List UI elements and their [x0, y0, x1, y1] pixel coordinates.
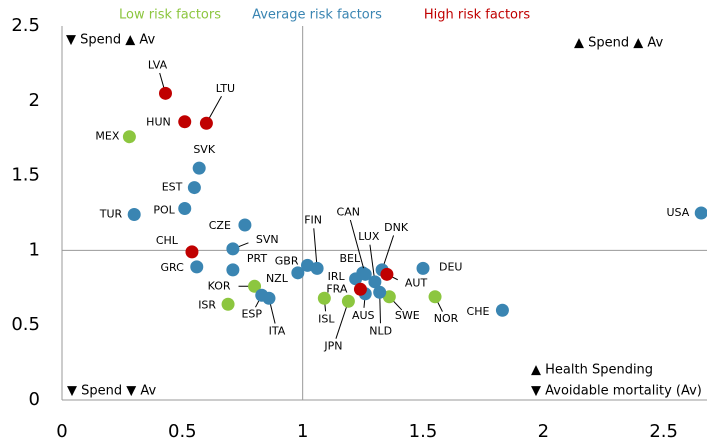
- point-label: DNK: [384, 221, 409, 234]
- point: [190, 260, 204, 274]
- y-tick-label: 0: [29, 389, 40, 410]
- leader-line: [313, 228, 318, 269]
- x-tick-label: 0: [56, 421, 67, 442]
- leader-line: [349, 219, 366, 275]
- point-label: FIN: [304, 213, 322, 226]
- point-label: ISL: [318, 312, 335, 325]
- point: [185, 245, 199, 259]
- point-label: SWE: [395, 309, 420, 322]
- legend-entry: Average risk factors: [252, 8, 382, 23]
- point: [694, 206, 707, 220]
- point-label: NOR: [434, 312, 459, 325]
- point-label: LUX: [358, 230, 380, 243]
- point-label: USA: [666, 206, 689, 219]
- y-tick-label: 1.5: [11, 165, 40, 186]
- point: [221, 297, 235, 311]
- y-tick-label: 1: [29, 239, 40, 260]
- point-label: ITA: [269, 324, 286, 337]
- annotation: ▼ Spend ▲ Av: [66, 33, 156, 48]
- point-label: CHL: [156, 234, 179, 247]
- y-tick-label: 2: [29, 90, 40, 111]
- legend-entry: High risk factors: [424, 8, 530, 23]
- point: [262, 291, 276, 305]
- y-tick-label: 0.5: [11, 314, 40, 335]
- x-tick-label: 1: [297, 421, 308, 442]
- annotation: ▼ Avoidable mortality (Av): [531, 384, 702, 399]
- y-tick-label: 2.5: [11, 15, 40, 36]
- point-label: NLD: [369, 324, 392, 337]
- point-label: GRC: [160, 261, 184, 274]
- point: [127, 207, 141, 221]
- point: [368, 275, 382, 289]
- point: [178, 202, 192, 216]
- point: [310, 261, 324, 275]
- point-label: ISR: [198, 298, 216, 311]
- point-label: IRL: [328, 270, 346, 283]
- point-label: GBR: [275, 254, 299, 267]
- point: [495, 303, 509, 317]
- point: [226, 242, 240, 256]
- point-label: CAN: [337, 205, 360, 218]
- point-label: DEU: [439, 260, 462, 273]
- point-label: FRA: [326, 282, 348, 295]
- point: [416, 261, 430, 275]
- point-label: EST: [162, 181, 183, 194]
- annotation: ▼ Spend ▼ Av: [67, 384, 157, 399]
- leader-line: [335, 301, 349, 339]
- point-label: NZL: [266, 272, 289, 285]
- point-label: SVN: [256, 233, 279, 246]
- point: [380, 267, 394, 281]
- x-tick-label: 1.5: [409, 421, 438, 442]
- point: [226, 263, 240, 277]
- point: [158, 86, 172, 100]
- annotation: ▲ Health Spending: [531, 363, 653, 378]
- point: [341, 294, 355, 308]
- point-label: PRT: [247, 252, 267, 265]
- point: [291, 266, 305, 280]
- x-tick-label: 0.5: [168, 421, 197, 442]
- point: [238, 218, 252, 232]
- point: [353, 282, 367, 296]
- point-label: CHE: [467, 305, 490, 318]
- point: [428, 290, 442, 304]
- legend-entry: Low risk factors: [119, 8, 221, 23]
- point: [358, 267, 372, 281]
- point: [199, 116, 213, 130]
- point-label: MEX: [95, 130, 119, 143]
- point-label: BEL: [340, 252, 361, 265]
- x-tick-label: 2: [538, 421, 549, 442]
- point-label: SVK: [193, 143, 216, 156]
- point-label: JPN: [323, 339, 342, 352]
- point-label: TUR: [99, 207, 123, 220]
- point-label: HUN: [146, 116, 171, 129]
- point: [178, 115, 192, 129]
- point-label: POL: [153, 204, 175, 217]
- point: [122, 130, 136, 144]
- x-tick-label: 2.5: [649, 421, 678, 442]
- point-label: CZE: [209, 219, 231, 232]
- point-label: LVA: [148, 58, 168, 71]
- point-label: ESP: [241, 307, 262, 320]
- point: [248, 279, 262, 293]
- point-label: AUT: [405, 276, 428, 289]
- point-label: KOR: [208, 279, 231, 292]
- point: [192, 161, 206, 175]
- point-label: LTU: [216, 82, 235, 95]
- point: [373, 285, 387, 299]
- point: [187, 181, 201, 195]
- annotation: ▲ Spend ▲ Av: [574, 36, 664, 51]
- point-label: AUS: [352, 309, 375, 322]
- point: [317, 291, 331, 305]
